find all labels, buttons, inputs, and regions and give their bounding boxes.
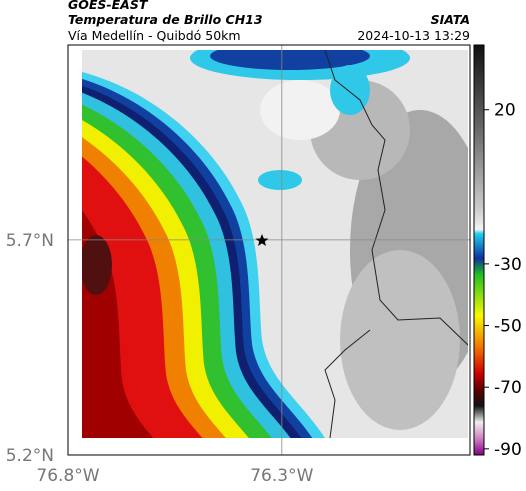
map-frame xyxy=(67,44,471,456)
colorbar-tick-label: -90 xyxy=(494,440,522,460)
colorbar-tick-label: -70 xyxy=(494,378,522,398)
y-tick-label: 5.2°N xyxy=(6,446,54,466)
x-tick-label: 76.3°W xyxy=(250,466,313,486)
colorbar xyxy=(473,44,485,456)
timestamp: 2024-10-13 13:29 xyxy=(357,28,470,43)
colorbar-tick-label: -30 xyxy=(494,255,522,275)
route: Vía Medellín - Quibdó 50km xyxy=(68,28,241,43)
title: GOES-EAST xyxy=(68,0,149,12)
colorbar-tick-label: -50 xyxy=(494,317,522,337)
colorbar-tick-label: 20 xyxy=(494,101,516,121)
location-marker xyxy=(255,234,269,246)
imagery xyxy=(82,50,468,438)
source: SIATA xyxy=(431,12,470,27)
subtitle: Temperatura de Brillo CH13 xyxy=(68,12,263,27)
y-tick-label: 5.7°N xyxy=(6,231,54,251)
x-tick-label: 76.8°W xyxy=(36,466,99,486)
